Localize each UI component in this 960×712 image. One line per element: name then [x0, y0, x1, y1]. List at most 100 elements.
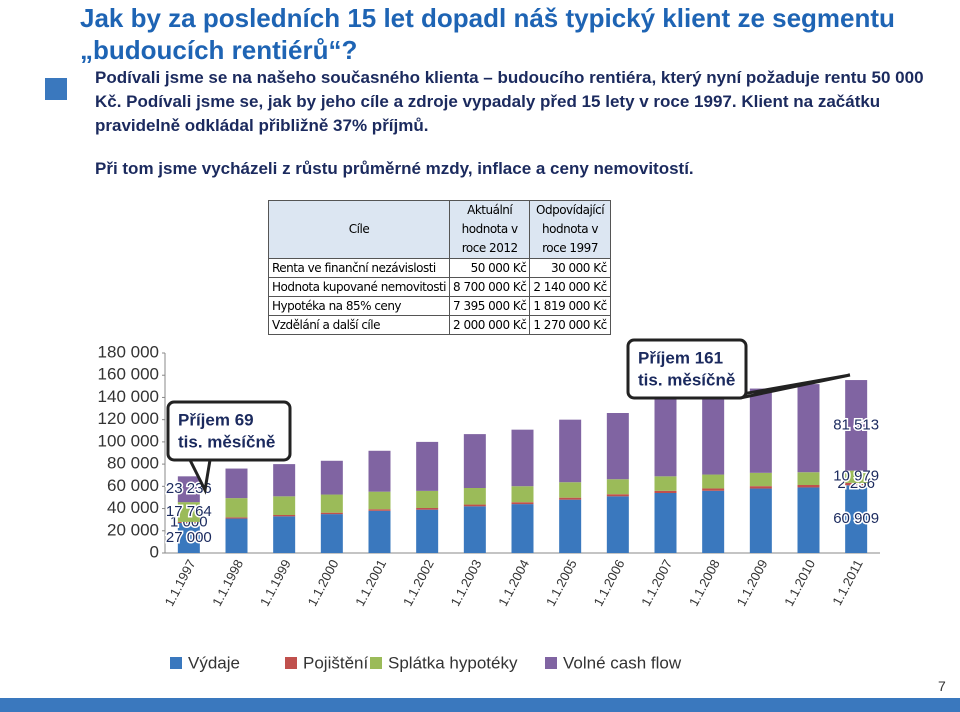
y-tick-label: 40 000 [107, 498, 159, 517]
bar-segment [273, 464, 296, 497]
bar-segment [177, 523, 200, 553]
bar-segment [463, 488, 486, 505]
callout-text: Příjem 69 [178, 410, 254, 429]
callout-text: tis. měsíčně [178, 432, 275, 451]
bar-segment [845, 470, 868, 483]
bar-segment [511, 502, 534, 505]
table-header: Aktuální hodnota v roce 2012 [448, 200, 531, 259]
y-tick-label: 80 000 [107, 454, 159, 473]
table-cell: 1 270 000 Kč [529, 315, 611, 335]
bar-segment [749, 488, 772, 553]
legend-swatch [370, 657, 382, 669]
callout-text: tis. měsíčně [638, 370, 735, 389]
bar-segment [559, 497, 582, 500]
bar-segment [654, 493, 677, 553]
table-cell: 8 700 000 Kč [448, 277, 531, 297]
bar-segment [177, 502, 200, 522]
legend-label: Volné cash flow [563, 653, 682, 672]
table-header: Odpovídající hodnota v roce 1997 [529, 200, 611, 259]
bar-segment [749, 472, 772, 487]
data-label: 10 979 [833, 468, 879, 485]
bar-segment [225, 498, 248, 518]
bar-segment [749, 486, 772, 489]
legend-label: Pojištění [303, 653, 368, 672]
bullet [45, 78, 67, 100]
legend-swatch [285, 657, 297, 669]
bar-segment [606, 413, 629, 480]
bar-segment [273, 496, 296, 515]
bar-segment [273, 516, 296, 553]
bar-segment [702, 488, 725, 491]
chart: 0 20 000 40 000 60 000 80 000 100 000 120 000 1… [90, 335, 900, 693]
bar-segment [654, 490, 677, 493]
y-tick-label: 20 000 [107, 520, 159, 539]
bar-segment [177, 521, 200, 523]
table-row: Renta ve finanční nezávislosti 50 000 Kč 3… [268, 258, 611, 278]
bar-segment [606, 494, 629, 497]
header-text: Odpovídající [536, 203, 605, 217]
header-text: roce 2012 [461, 241, 518, 255]
footer-bar [0, 698, 960, 712]
table-cell: 1 819 000 Kč [529, 296, 611, 316]
bar-segment [368, 509, 391, 511]
bar-segment [511, 486, 534, 503]
bar-segment [273, 515, 296, 517]
y-tick-label: 140 000 [98, 387, 159, 406]
bar-segment [797, 485, 820, 488]
data-label: 27 000 [166, 529, 212, 546]
paragraph: Při tom jsme vycházeli z růstu průměrné … [95, 159, 694, 178]
bar-segment [559, 499, 582, 553]
header-text: roce 1997 [542, 241, 598, 255]
table-cell: 50 000 Kč [448, 258, 531, 278]
y-tick-label: 120 000 [98, 409, 159, 428]
bar-segment [845, 482, 868, 486]
y-tick-label: 60 000 [107, 476, 159, 495]
bar-segment [320, 514, 343, 553]
bar-segment [368, 450, 391, 492]
data-label: 81 513 [833, 416, 879, 433]
header-text: hodnota v [461, 222, 519, 236]
bar-segment [654, 476, 677, 491]
bar-segment [845, 380, 868, 471]
header-text: hodnota v [542, 222, 599, 236]
callout-box [166, 400, 292, 462]
bar-segment [749, 388, 772, 473]
bar-segment [654, 398, 677, 477]
data-label: 17 764 [166, 503, 212, 520]
table-cell: Hypotéka na 85% ceny [268, 296, 450, 316]
table-cell: 2 140 000 Kč [529, 277, 611, 297]
bar-segment [416, 441, 439, 491]
bar-segment [463, 504, 486, 507]
bar-segment [320, 494, 343, 513]
data-label: 60 909 [833, 510, 879, 527]
table-cell: 7 395 000 Kč [448, 296, 531, 316]
table-header: Cíle [268, 200, 450, 259]
table-row: Hodnota kupované nemovitosti 8 700 000 Kč… [268, 277, 611, 297]
legend-label: Výdaje [188, 653, 240, 672]
bar-segment [559, 482, 582, 498]
callout-pointer [719, 373, 851, 400]
page-number: 7 [938, 678, 946, 694]
bar-segment [559, 419, 582, 483]
bar-segment [511, 429, 534, 487]
bar-segment [416, 490, 439, 508]
callout-pointer [188, 459, 212, 495]
header-text: Aktuální [467, 203, 513, 217]
bar-segment [797, 472, 820, 485]
bar-segment [606, 496, 629, 553]
header-text: Cíle [348, 222, 370, 236]
legend-label: Splátka hypotéky [388, 653, 518, 672]
y-tick-label: 0 [150, 542, 159, 561]
bar-segment [368, 510, 391, 553]
bar-segment [702, 391, 725, 475]
table-cell: Hodnota kupované nemovitosti [268, 277, 450, 297]
bar-segment [845, 485, 868, 553]
bar-segment [463, 434, 486, 488]
bar-segment [606, 479, 629, 495]
bar-segment [416, 508, 439, 510]
legend-swatch [170, 657, 182, 669]
bar-segment [463, 506, 486, 553]
slide-title: Jak by za posledních 15 let dopadl náš t… [80, 3, 895, 65]
goals-table: Cíle Aktuální hodnota v roce 2012 Odpovídají… [268, 200, 611, 335]
